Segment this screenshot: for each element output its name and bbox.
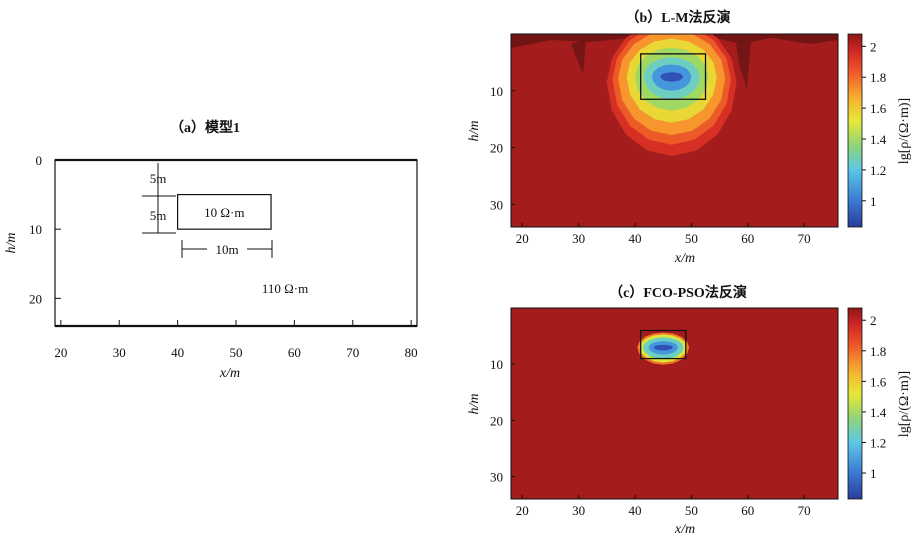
panel-c-plot-area: [511, 308, 838, 499]
panel-c-frame: [510, 307, 839, 500]
panel-c-y-ticks: 10 20 30: [490, 357, 515, 485]
panel-c-contours: [637, 332, 690, 365]
panel-c-colorbar: [847, 307, 863, 500]
x-tick-label: 60: [288, 345, 301, 360]
colorbar-tick-label: 1.6: [870, 374, 887, 389]
colorbar-tick-label: 1: [870, 466, 877, 481]
y-tick-label: 10: [490, 357, 503, 372]
panel-c-colorbar-ticks: 1 1.2 1.4 1.6 1.8 2: [862, 313, 887, 481]
x-tick-label: 40: [629, 503, 642, 518]
panel-b-anomaly-box: [640, 53, 707, 100]
panel-c-anomaly-box: [640, 329, 687, 360]
panel-a: （a）模型1 20 30 40 50 60 70 80 0 10 20 x/m h/m 10 Ω…: [4, 119, 418, 381]
panel-b-frame: [510, 33, 839, 228]
panel-b-colorbar: [847, 33, 863, 228]
contour-band: [660, 72, 683, 82]
panel-b-artifact-right: [736, 42, 751, 90]
panel-b-colorbar-label: lg[ρ/(Ω·m)]: [897, 98, 912, 164]
x-tick-label: 20: [54, 345, 67, 360]
x-tick-label: 40: [629, 231, 642, 246]
anomaly-body-rect: [177, 193, 272, 230]
panel-b-y-ticks: 10 20 30: [490, 84, 515, 212]
x-tick-label: 50: [230, 345, 243, 360]
y-tick-label: 20: [490, 141, 503, 156]
panel-b-title: （b）L-M法反演: [626, 9, 731, 26]
panel-b-plot-area: [511, 34, 838, 227]
panel-a-x-ticks: 20 30 40 50 60 70 80: [54, 320, 418, 360]
panel-c: （c）FCO-PSO法反演 20 30 40 50 60 70 10 20 30 x/m h/…: [467, 284, 912, 537]
y-tick-label: 10: [490, 84, 503, 99]
x-tick-label: 80: [405, 345, 418, 360]
x-tick-label: 50: [685, 503, 698, 518]
x-tick-label: 20: [516, 231, 529, 246]
panel-c-x-ticks: 20 30 40 50 60 70: [516, 495, 811, 518]
panel-a-ylabel: h/m: [4, 233, 19, 254]
colorbar-tick-label: 1.4: [870, 132, 887, 147]
y-tick-label: 10: [29, 222, 42, 237]
colorbar-tick-label: 1.4: [870, 405, 887, 420]
panel-b-contours: [606, 34, 737, 156]
x-tick-label: 70: [798, 503, 811, 518]
depth-top-dimension-label: 5m: [150, 171, 167, 186]
colorbar-tick-label: 1: [870, 194, 877, 209]
x-tick-label: 50: [685, 231, 698, 246]
panel-b-ylabel: h/m: [467, 121, 482, 142]
panel-a-title: （a）模型1: [170, 119, 240, 136]
panel-b-x-ticks: 20 30 40 50 60 70: [516, 223, 811, 246]
panel-c-title: （c）FCO-PSO法反演: [609, 284, 747, 301]
colorbar-tick-label: 2: [870, 313, 877, 328]
colorbar-tick-label: 1.8: [870, 70, 886, 85]
x-tick-label: 70: [798, 231, 811, 246]
x-tick-label: 30: [572, 231, 585, 246]
y-tick-label: 20: [29, 291, 42, 306]
x-tick-label: 60: [741, 503, 754, 518]
colorbar-tick-label: 2: [870, 39, 877, 54]
x-tick-label: 40: [171, 345, 184, 360]
x-tick-label: 30: [113, 345, 126, 360]
colorbar-tick-label: 1.6: [870, 101, 887, 116]
contour-band: [653, 344, 673, 351]
colorbar-tick-label: 1.2: [870, 435, 886, 450]
colorbar-tick-label: 1.8: [870, 344, 886, 359]
width-dimension-label: 10m: [215, 242, 238, 257]
x-tick-label: 20: [516, 503, 529, 518]
y-tick-label: 30: [490, 470, 503, 485]
x-tick-label: 60: [741, 231, 754, 246]
panel-a-xlabel: x/m: [219, 366, 240, 381]
x-tick-label: 70: [346, 345, 359, 360]
y-tick-label: 0: [36, 153, 43, 168]
background-resistivity-label: 110 Ω·m: [262, 281, 308, 296]
panel-a-y-ticks: 0 10 20: [29, 153, 61, 306]
panel-b-xlabel: x/m: [674, 251, 695, 266]
y-tick-label: 30: [490, 197, 503, 212]
thickness-dimension-label: 5m: [150, 208, 167, 223]
panel-c-xlabel: x/m: [674, 522, 695, 537]
colorbar-tick-label: 1.2: [870, 163, 886, 178]
panel-c-colorbar-label: lg[ρ/(Ω·m)]: [897, 371, 912, 437]
x-tick-label: 30: [572, 503, 585, 518]
panel-b-artifact-left: [571, 40, 586, 74]
y-tick-label: 20: [490, 413, 503, 428]
anomaly-body-label: 10 Ω·m: [204, 205, 244, 220]
panel-c-ylabel: h/m: [467, 394, 482, 415]
panel-b-colorbar-ticks: 1 1.2 1.4 1.6 1.8 2: [862, 39, 887, 209]
